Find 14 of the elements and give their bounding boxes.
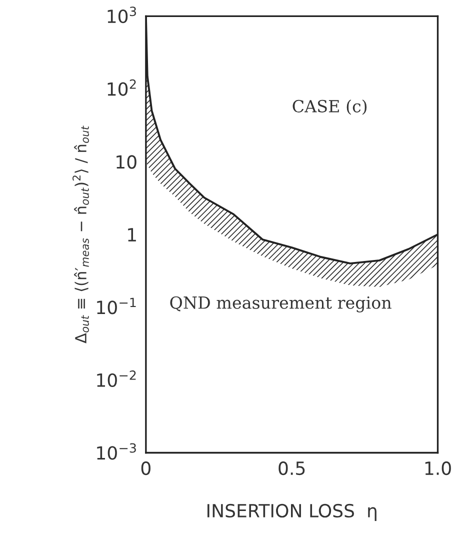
x-tick-label: 0.5 <box>278 461 305 476</box>
annotation: QND measurement region <box>170 296 392 312</box>
y-tick-label: 10$^{−2}$ <box>97 370 136 387</box>
x-tick-label: 1.0 <box>425 461 451 476</box>
y-tick-label: 10$^{−1}$ <box>97 298 136 314</box>
y-tick-label: 10 <box>116 155 136 169</box>
text: Δ$_{out}$ ≡ ⟨(n̂′$_{meas}$ − n̂$_{out}$)$^{2}$⟩ / n̂$_{out}$ <box>72 126 89 344</box>
y-tick-label: 10$^{3}$ <box>108 6 136 24</box>
y-tick-label: 10$^{2}$ <box>108 79 136 96</box>
x-tick-label: 0 <box>141 461 150 476</box>
annotation: CASE (c) <box>292 100 367 115</box>
x-axis-title: INSERTION LOSS η <box>208 504 376 522</box>
y-tick-label: 1 <box>128 228 136 242</box>
y-tick-label: 10$^{−3}$ <box>97 443 136 460</box>
